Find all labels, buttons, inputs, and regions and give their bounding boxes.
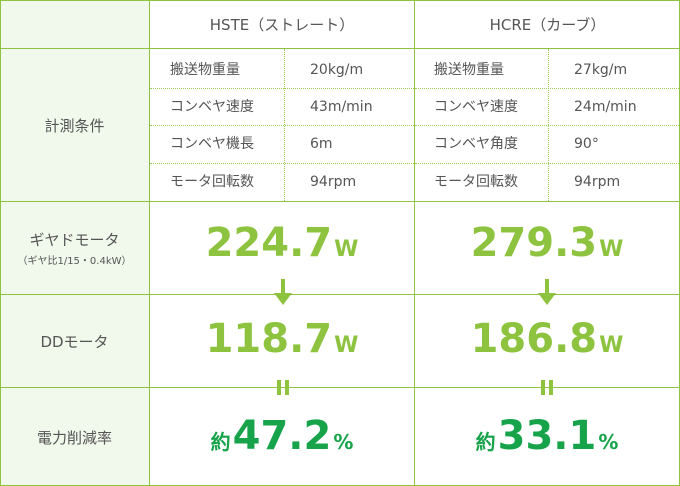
hste-dd-unit: W bbox=[334, 333, 359, 358]
dotted-divider bbox=[415, 88, 679, 89]
hcre-cond-value: 27kg/m bbox=[574, 62, 628, 78]
equals-icon bbox=[277, 380, 289, 395]
hcre-reduction: 約 33.1 % bbox=[415, 413, 679, 459]
dotted-divider bbox=[150, 88, 414, 89]
header-corner bbox=[0, 0, 149, 48]
hste-reduction: 約 47.2 % bbox=[150, 413, 414, 459]
hste-reduction-prefix: 約 bbox=[210, 430, 231, 454]
grid-line bbox=[414, 0, 415, 486]
dotted-divider bbox=[150, 163, 414, 164]
hcre-geared-power: 279.3 W bbox=[415, 220, 679, 266]
geared-motor-label-sub: （ギヤ比1/15・0.4kW） bbox=[17, 256, 132, 267]
hcre-cond-name: 搬送物重量 bbox=[434, 62, 504, 78]
hcre-dd-unit: W bbox=[599, 333, 624, 358]
hste-cond-value: 94rpm bbox=[310, 174, 357, 190]
hcre-cond-value: 94rpm bbox=[574, 174, 621, 190]
grid-line bbox=[0, 48, 680, 49]
hste-geared-unit: W bbox=[334, 237, 359, 262]
arrow-down-icon bbox=[538, 279, 556, 305]
hcre-cond-name: コンベヤ角度 bbox=[434, 136, 518, 152]
reduction-label-text: 電力削減率 bbox=[36, 428, 112, 447]
reduction-label: 電力削減率 bbox=[0, 388, 149, 486]
geared-motor-label: ギヤドモータ （ギヤ比1/15・0.4kW） bbox=[0, 202, 149, 294]
hcre-cond-name: モータ回転数 bbox=[434, 174, 518, 190]
dotted-divider bbox=[548, 49, 549, 201]
hcre-dd-power: 186.8 W bbox=[415, 316, 679, 362]
dd-motor-label: DDモータ bbox=[0, 295, 149, 387]
hste-reduction-percent: % bbox=[333, 430, 354, 454]
hste-geared-value: 224.7 bbox=[205, 220, 333, 266]
header-hste: HSTE（ストレート） bbox=[150, 0, 414, 48]
dotted-divider bbox=[415, 125, 679, 126]
grid-line bbox=[0, 201, 680, 202]
hste-dd-value: 118.7 bbox=[205, 316, 333, 362]
conditions-label-text: 計測条件 bbox=[44, 116, 105, 135]
hcre-dd-value: 186.8 bbox=[470, 316, 598, 362]
grid-line bbox=[0, 0, 1, 486]
dotted-divider bbox=[284, 49, 285, 201]
hcre-cond-name: コンベヤ速度 bbox=[434, 99, 518, 115]
hcre-geared-unit: W bbox=[599, 237, 624, 262]
conditions-label: 計測条件 bbox=[0, 49, 149, 201]
hste-geared-power: 224.7 W bbox=[150, 220, 414, 266]
hcre-geared-value: 279.3 bbox=[470, 220, 598, 266]
hste-cond-name: コンベヤ機長 bbox=[170, 136, 254, 152]
dotted-divider bbox=[415, 163, 679, 164]
grid-line bbox=[0, 294, 680, 295]
grid-line bbox=[0, 387, 680, 388]
hste-cond-name: コンベヤ速度 bbox=[170, 99, 254, 115]
equals-icon bbox=[541, 380, 553, 395]
dotted-divider bbox=[150, 125, 414, 126]
dd-motor-label-text: DDモータ bbox=[40, 332, 109, 351]
arrow-down-icon bbox=[274, 279, 292, 305]
header-hste-text: HSTE（ストレート） bbox=[209, 15, 355, 34]
header-hcre-text: HCRE（カーブ） bbox=[489, 15, 606, 34]
header-hcre: HCRE（カーブ） bbox=[415, 0, 680, 48]
geared-motor-label-text: ギヤドモータ bbox=[29, 231, 120, 249]
hste-cond-value: 6m bbox=[310, 136, 333, 152]
hcre-reduction-percent: % bbox=[598, 430, 619, 454]
hste-cond-value: 43m/min bbox=[310, 99, 373, 115]
hcre-reduction-prefix: 約 bbox=[475, 430, 496, 454]
hste-reduction-value: 47.2 bbox=[232, 413, 332, 459]
hcre-reduction-value: 33.1 bbox=[497, 413, 597, 459]
hste-dd-power: 118.7 W bbox=[150, 316, 414, 362]
grid-line bbox=[0, 0, 680, 1]
hste-cond-value: 20kg/m bbox=[310, 62, 364, 78]
hste-cond-name: 搬送物重量 bbox=[170, 62, 240, 78]
hste-cond-name: モータ回転数 bbox=[170, 174, 254, 190]
hcre-cond-value: 24m/min bbox=[574, 99, 637, 115]
hcre-cond-value: 90° bbox=[574, 136, 599, 152]
grid-line bbox=[149, 0, 150, 486]
